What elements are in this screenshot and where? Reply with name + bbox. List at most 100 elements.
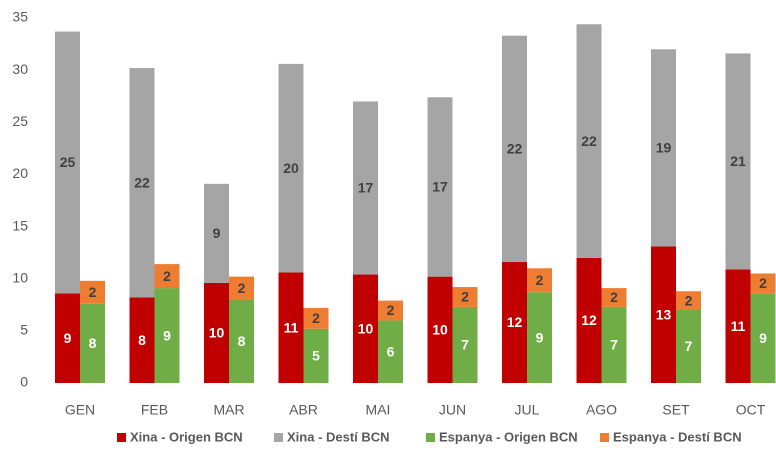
bar-segment — [55, 31, 80, 294]
value-label: 10 — [209, 325, 225, 341]
bar-segment — [129, 68, 155, 298]
x-tick-label: AGO — [586, 402, 617, 418]
bar-segment — [452, 306, 478, 383]
bar-segment — [229, 276, 254, 300]
value-label: 17 — [358, 180, 374, 196]
value-label: 12 — [507, 314, 523, 330]
legend-label: Xina - Destí BCN — [287, 429, 390, 444]
bar-segment — [154, 264, 180, 289]
bar-segment — [452, 287, 478, 307]
bar-segment — [527, 292, 552, 383]
value-label: 2 — [461, 289, 469, 305]
y-tick-label: 10 — [12, 269, 28, 285]
bar-segment — [601, 288, 627, 307]
value-label: 7 — [610, 337, 618, 353]
legend-label: Espanya - Destí BCN — [613, 429, 742, 444]
x-tick-label: MAI — [366, 402, 391, 418]
bar-segment — [651, 49, 676, 247]
value-label: 13 — [656, 306, 672, 322]
bar-segment — [750, 293, 776, 383]
value-label: 19 — [656, 140, 672, 156]
value-label: 22 — [581, 133, 597, 149]
bar-segment — [651, 246, 676, 383]
value-label: 2 — [89, 284, 97, 300]
value-label: 17 — [432, 179, 448, 195]
bar-segment — [676, 291, 701, 310]
legend-label: Espanya - Origen BCN — [439, 429, 578, 444]
value-label: 5 — [312, 348, 320, 364]
value-label: 8 — [89, 335, 97, 351]
x-tick-label: MAR — [213, 402, 244, 418]
x-tick-label: GEN — [65, 402, 95, 418]
bar-segment — [676, 310, 701, 383]
value-label: 25 — [60, 154, 76, 170]
bar-segment — [427, 97, 453, 277]
y-tick-label: 5 — [20, 322, 28, 338]
x-tick-label: ABR — [289, 402, 318, 418]
value-label: 11 — [731, 318, 746, 334]
x-tick-label: JUL — [515, 402, 540, 418]
value-label: 7 — [461, 337, 469, 353]
bar-segment — [725, 53, 751, 270]
bar-segment — [204, 282, 229, 383]
value-label: 9 — [163, 327, 171, 343]
bar-segment — [303, 328, 329, 383]
x-tick-label: JUN — [439, 402, 466, 418]
bar-segment — [204, 183, 229, 283]
value-label: 9 — [536, 329, 544, 345]
bar-segment — [502, 262, 527, 383]
value-label: 2 — [685, 292, 693, 308]
value-label: 9 — [759, 330, 767, 346]
bar-segment — [353, 101, 378, 275]
value-label: 8 — [138, 332, 146, 348]
bar-segment — [129, 297, 155, 383]
bar-segment — [303, 307, 329, 329]
value-label: 22 — [134, 174, 150, 190]
bar-segment — [278, 63, 304, 273]
value-label: 2 — [536, 272, 544, 288]
bar-segment — [154, 288, 180, 383]
value-label: 22 — [507, 141, 523, 157]
value-label: 9 — [213, 225, 221, 241]
y-tick-label: 35 — [12, 9, 28, 25]
legend-swatch — [117, 433, 126, 442]
legend-swatch — [600, 433, 609, 442]
value-label: 7 — [685, 338, 693, 354]
bar-segment — [353, 274, 378, 383]
value-label: 2 — [163, 268, 171, 284]
value-label: 10 — [432, 322, 448, 338]
bar-segment — [502, 35, 527, 263]
y-tick-label: 0 — [20, 374, 28, 390]
bar-segment — [527, 268, 552, 293]
value-label: 2 — [238, 280, 246, 296]
bar-segment — [55, 293, 80, 383]
bar-segment — [80, 303, 105, 383]
value-label: 2 — [312, 310, 320, 326]
value-label: 2 — [759, 275, 767, 291]
bar-segment — [229, 299, 254, 383]
value-label: 20 — [283, 160, 299, 176]
bar-segment — [278, 272, 304, 383]
value-label: 2 — [387, 302, 395, 318]
legend-label: Xina - Origen BCN — [130, 429, 243, 444]
value-label: 12 — [581, 312, 597, 328]
bar-segment — [601, 306, 627, 383]
bar-segment — [750, 273, 776, 294]
bar-segment — [378, 300, 403, 321]
legend-swatch — [426, 433, 435, 442]
x-tick-label: OCT — [736, 402, 766, 418]
x-tick-label: FEB — [141, 402, 168, 418]
y-tick-label: 25 — [12, 113, 28, 129]
value-label: 2 — [610, 289, 618, 305]
bar-segment — [378, 320, 403, 383]
value-label: 10 — [358, 320, 374, 336]
bar-segment — [576, 257, 602, 383]
y-tick-label: 30 — [12, 61, 28, 77]
x-tick-label: SET — [662, 402, 690, 418]
value-label: 11 — [284, 319, 299, 335]
y-tick-label: 15 — [12, 217, 28, 233]
bar-segment — [80, 280, 105, 304]
bar-segment — [725, 269, 751, 383]
bar-segment — [427, 276, 453, 383]
